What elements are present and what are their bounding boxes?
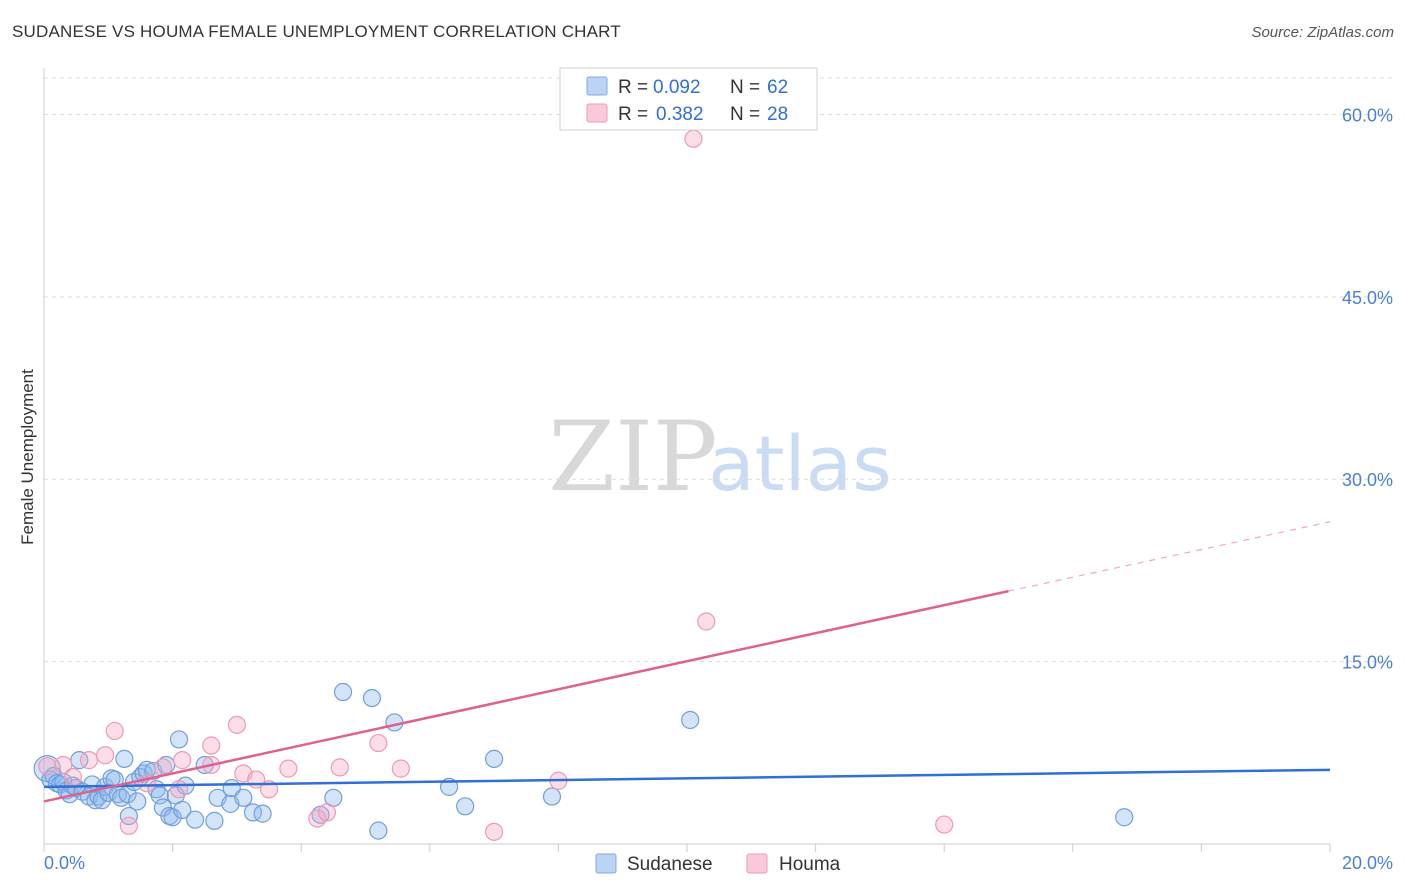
legend-swatch-houma xyxy=(586,103,608,123)
bottom-legend-swatch-houma xyxy=(746,853,768,874)
trend-lines xyxy=(43,521,1331,803)
sudanese-point-61 xyxy=(681,710,700,730)
sudanese-point-25 xyxy=(119,806,138,826)
watermark-atlas: atlas xyxy=(708,419,892,508)
sudanese-point-39 xyxy=(169,730,189,749)
sudanese-point-50 xyxy=(253,804,272,823)
chart-source: Source: ZipAtlas.com xyxy=(1251,24,1394,41)
y-tick-label-1: 30.0% xyxy=(1342,470,1393,490)
sudanese-point-55 xyxy=(369,821,388,840)
x-tick-label-1: 20.0% xyxy=(1342,853,1393,873)
y-tick-label-3: 60.0% xyxy=(1342,105,1393,125)
y-tick-label-0: 15.0% xyxy=(1342,653,1393,673)
bottom-legend-houma: Houma xyxy=(779,854,841,875)
watermark-zip: ZIP xyxy=(548,401,717,513)
sudanese-point-49 xyxy=(243,803,263,822)
y-tick-labels: 15.0% 30.0% 45.0% 60.0% xyxy=(1342,105,1393,672)
sudanese-point-58 xyxy=(456,797,475,816)
houma-point-6 xyxy=(119,816,138,835)
houma-point-19 xyxy=(317,803,337,822)
sudanese-point-60 xyxy=(542,787,562,806)
houma-point-25 xyxy=(697,612,716,631)
sudanese-point-16 xyxy=(92,791,111,810)
y-axis-title: Female Unemployment xyxy=(18,369,37,545)
houma-point-10 xyxy=(173,751,192,770)
houma-trend-extension xyxy=(1008,521,1331,592)
sudanese-point-56 xyxy=(385,713,404,732)
houma-point-0 xyxy=(38,757,57,776)
sudanese-point-23 xyxy=(115,749,134,768)
sudanese-point-59 xyxy=(485,749,504,768)
legend-r-value-sudanese: 0.092 xyxy=(653,77,701,98)
houma-point-26 xyxy=(935,815,954,834)
legend-r-value-houma: 0.382 xyxy=(656,104,704,125)
sudanese-point-27 xyxy=(128,792,147,811)
x-tick-label-0: 0.0% xyxy=(44,853,85,873)
houma-point-21 xyxy=(369,733,388,753)
legend-n-value-sudanese: 62 xyxy=(767,77,788,98)
gridlines xyxy=(44,77,1395,663)
houma-point-27 xyxy=(684,129,703,148)
houma-point-4 xyxy=(95,746,115,765)
houma-point-17 xyxy=(279,759,298,778)
legend-swatch-sudanese xyxy=(586,76,608,96)
houma-point-9 xyxy=(169,780,189,799)
sudanese-point-54 xyxy=(362,688,382,708)
houma-point-18 xyxy=(308,809,327,828)
legend-r-label-houma: R = xyxy=(618,104,648,125)
sudanese-point-40 xyxy=(173,800,192,820)
y-tick-label-2: 45.0% xyxy=(1342,288,1393,308)
sudanese-point-44 xyxy=(205,811,224,830)
houma-point-23 xyxy=(485,822,504,841)
sudanese-point-42 xyxy=(186,810,205,829)
houma-points xyxy=(38,129,954,841)
bottom-legend-swatch-sudanese xyxy=(595,853,617,874)
sudanese-point-62 xyxy=(1115,808,1134,827)
sudanese-points xyxy=(33,682,1134,840)
top-legend: R = 0.092 N = 62 R = 0.382 N = 28 xyxy=(559,67,818,131)
legend-r-label-sudanese: R = xyxy=(618,77,648,98)
x-tick-labels: 0.0% 20.0% xyxy=(44,853,1393,873)
houma-point-22 xyxy=(391,759,410,778)
sudanese-point-48 xyxy=(234,788,253,807)
houma-point-20 xyxy=(330,758,349,777)
sudanese-point-37 xyxy=(163,808,182,827)
houma-point-5 xyxy=(105,721,124,741)
legend-n-label-sudanese: N = xyxy=(730,77,760,98)
legend-n-label-houma: N = xyxy=(730,104,760,125)
houma-point-3 xyxy=(79,751,99,770)
sudanese-point-20 xyxy=(105,770,124,789)
legend-n-value-houma: 28 xyxy=(767,104,788,125)
chart-title: SUDANESE VS HOUMA FEMALE UNEMPLOYMENT CO… xyxy=(12,22,621,41)
bottom-legend: Sudanese Houma xyxy=(595,853,841,875)
axes xyxy=(43,68,1331,852)
houma-point-11 xyxy=(202,736,221,755)
houma-point-13 xyxy=(227,715,246,734)
houma-trend-line xyxy=(43,589,1009,803)
houma-point-1 xyxy=(54,755,73,775)
bottom-legend-sudanese: Sudanese xyxy=(627,854,713,875)
sudanese-trend-line xyxy=(43,768,1331,789)
sudanese-point-53 xyxy=(333,682,353,702)
houma-point-2 xyxy=(63,768,83,787)
